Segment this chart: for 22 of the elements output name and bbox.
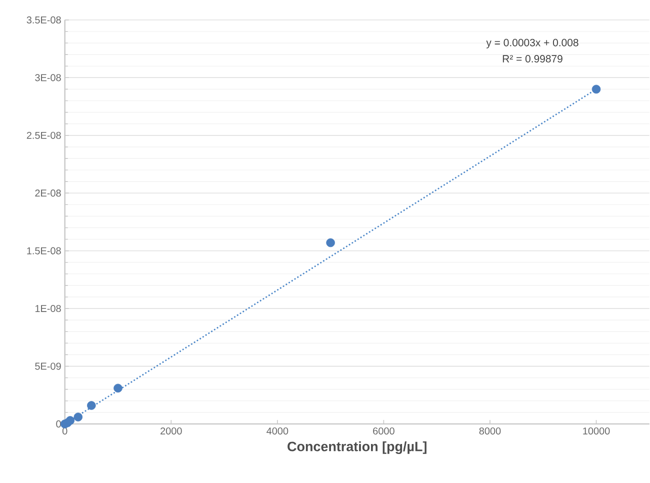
point [326, 238, 335, 248]
point [114, 384, 122, 393]
x-tick-label: 8000 [479, 428, 501, 435]
y-tick-label: 3.5E-08 [26, 16, 61, 24]
y-tick-label: 2E-08 [35, 190, 61, 197]
x-tick-label: 4000 [266, 428, 288, 435]
y-tick-label: 1E-08 [35, 305, 61, 312]
annotation: y = 0.0003x + 0.008 [486, 38, 578, 48]
y-tick-label: 1.5E-08 [27, 247, 61, 254]
x-axis-title: Concentration [pg/µL] [288, 441, 426, 454]
x-tick-label: 6000 [373, 428, 394, 435]
annotation: R² = 0.99879 [502, 55, 562, 63]
x-tick-label: 10000 [583, 428, 610, 435]
x-tick-label: 2000 [160, 428, 182, 435]
point [74, 412, 83, 422]
point [592, 84, 601, 94]
y-tick-label: 0 [56, 420, 61, 428]
y-tick-label: 3E-08 [35, 74, 61, 82]
point [66, 416, 75, 425]
y-tick-label: 5E-09 [35, 362, 61, 370]
point [87, 401, 96, 410]
y-tick-label: 2.5E-08 [26, 132, 61, 139]
